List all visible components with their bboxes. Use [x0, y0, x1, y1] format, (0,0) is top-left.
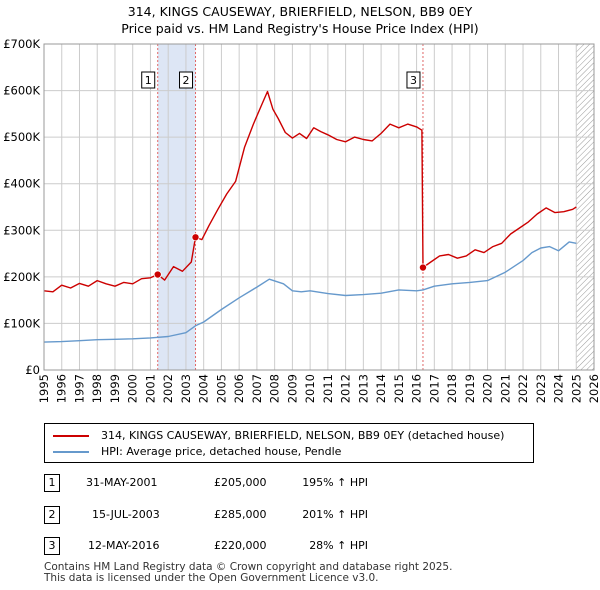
legend-item-price: 314, KINGS CAUSEWAY, BRIERFIELD, NELSON,… — [53, 429, 504, 443]
sale-number-box — [179, 71, 194, 89]
y-tick-label: £200K — [3, 270, 40, 284]
x-tick-label: 2008 — [268, 374, 282, 403]
legend-price-swatch — [53, 435, 89, 437]
legend-hpi-label: HPI: Average price, detached house, Pend… — [101, 445, 342, 458]
x-tick-label: 2006 — [232, 374, 246, 403]
chart-title-address: 314, KINGS CAUSEWAY, BRIERFIELD, NELSON,… — [127, 4, 473, 19]
chart-title-subtitle: Price paid vs. HM Land Registry's House … — [121, 21, 479, 36]
transaction-row: 3 12-MAY-2016 £220,000 28% ↑ HPI — [44, 537, 444, 557]
legend-hpi-swatch — [53, 451, 89, 453]
sale-number-box — [406, 71, 421, 89]
sale-point — [191, 233, 200, 242]
x-tick-label: 2007 — [250, 374, 264, 403]
y-tick-label: £0 — [25, 363, 40, 377]
x-tick-label: 2020 — [481, 374, 495, 403]
legend-item-hpi: HPI: Average price, detached house, Pend… — [53, 445, 341, 459]
transaction-price: £285,000 — [214, 508, 267, 521]
transaction-price: £220,000 — [214, 539, 267, 552]
sale-number-label: 2 — [183, 74, 190, 87]
chart-legend: 314, KINGS CAUSEWAY, BRIERFIELD, NELSON,… — [44, 423, 534, 463]
x-tick-label: 2010 — [303, 374, 317, 403]
x-tick-label: 1997 — [72, 374, 86, 403]
x-tick-label: 1999 — [108, 374, 122, 403]
plot-frame — [43, 43, 595, 371]
legend-price-label: 314, KINGS CAUSEWAY, BRIERFIELD, NELSON,… — [101, 429, 505, 442]
price-paid-line — [43, 90, 577, 293]
sale-number-box — [141, 71, 156, 89]
x-tick-label: 2024 — [552, 374, 566, 403]
x-tick-label: 2005 — [214, 374, 228, 403]
x-tick-label: 2001 — [143, 374, 157, 403]
footer-line-2: This data is licensed under the Open Gov… — [44, 572, 379, 584]
x-tick-label: 2015 — [392, 374, 406, 403]
transaction-date: 12-MAY-2016 — [88, 539, 160, 552]
sale-point — [418, 263, 427, 272]
x-tick-label: 2016 — [410, 374, 424, 403]
y-tick-label: £500K — [3, 130, 40, 144]
transaction-row: 1 31-MAY-2001 £205,000 195% ↑ HPI — [44, 474, 444, 494]
y-tick-label: £100K — [3, 316, 40, 330]
x-tick-label: 2019 — [463, 374, 477, 403]
x-tick-label: 2023 — [534, 374, 548, 403]
x-tick-label: 2026 — [587, 374, 600, 403]
x-tick-label: 1995 — [37, 374, 51, 403]
sale-number-label: 1 — [145, 74, 152, 87]
price-chart: £0 £100K £200K £300K £400K £500K £600K £700K 199… — [3, 37, 600, 403]
x-tick-label: 2017 — [427, 374, 441, 403]
x-tick-label: 2003 — [179, 374, 193, 403]
transaction-date: 31-MAY-2001 — [86, 476, 158, 489]
x-tick-label: 2022 — [516, 374, 530, 403]
x-tick-label: 1998 — [90, 374, 104, 403]
x-tick-label: 1996 — [55, 374, 69, 403]
x-tick-label: 2002 — [161, 374, 175, 403]
x-tick-label: 2011 — [321, 374, 335, 403]
transaction-hpi-change: 28% ↑ HPI — [309, 539, 368, 552]
sale-number-label: 3 — [410, 74, 417, 87]
y-tick-label: £400K — [3, 177, 40, 191]
forecast-hatch — [576, 44, 594, 370]
x-tick-label: 2014 — [374, 374, 388, 403]
transaction-number-badge: 2 — [44, 506, 60, 524]
hpi-line — [43, 241, 577, 343]
y-tick-label: £300K — [3, 223, 40, 237]
x-tick-label: 2004 — [197, 374, 211, 403]
x-tick-label: 2025 — [569, 374, 583, 403]
sale-point — [153, 270, 162, 279]
transaction-hpi-change: 201% ↑ HPI — [302, 508, 368, 521]
sale-period-shade — [157, 44, 196, 370]
y-tick-label: £600K — [3, 84, 40, 98]
transaction-row: 2 15-JUL-2003 £285,000 201% ↑ HPI — [44, 506, 444, 526]
x-tick-label: 2012 — [339, 374, 353, 403]
y-tick-label: £700K — [3, 37, 40, 51]
copyright-footer: Contains HM Land Registry data © Crown c… — [44, 562, 452, 584]
x-tick-label: 2013 — [356, 374, 370, 403]
x-tick-label: 2021 — [498, 374, 512, 403]
transaction-date: 15-JUL-2003 — [92, 508, 160, 521]
transaction-price: £205,000 — [214, 476, 267, 489]
transaction-hpi-change: 195% ↑ HPI — [302, 476, 368, 489]
transaction-number-badge: 3 — [44, 537, 60, 555]
x-tick-label: 2000 — [126, 374, 140, 403]
x-tick-label: 2009 — [285, 374, 299, 403]
transaction-number-badge: 1 — [44, 474, 60, 492]
footer-line-1: Contains HM Land Registry data © Crown c… — [44, 561, 453, 573]
x-tick-label: 2018 — [445, 374, 459, 403]
